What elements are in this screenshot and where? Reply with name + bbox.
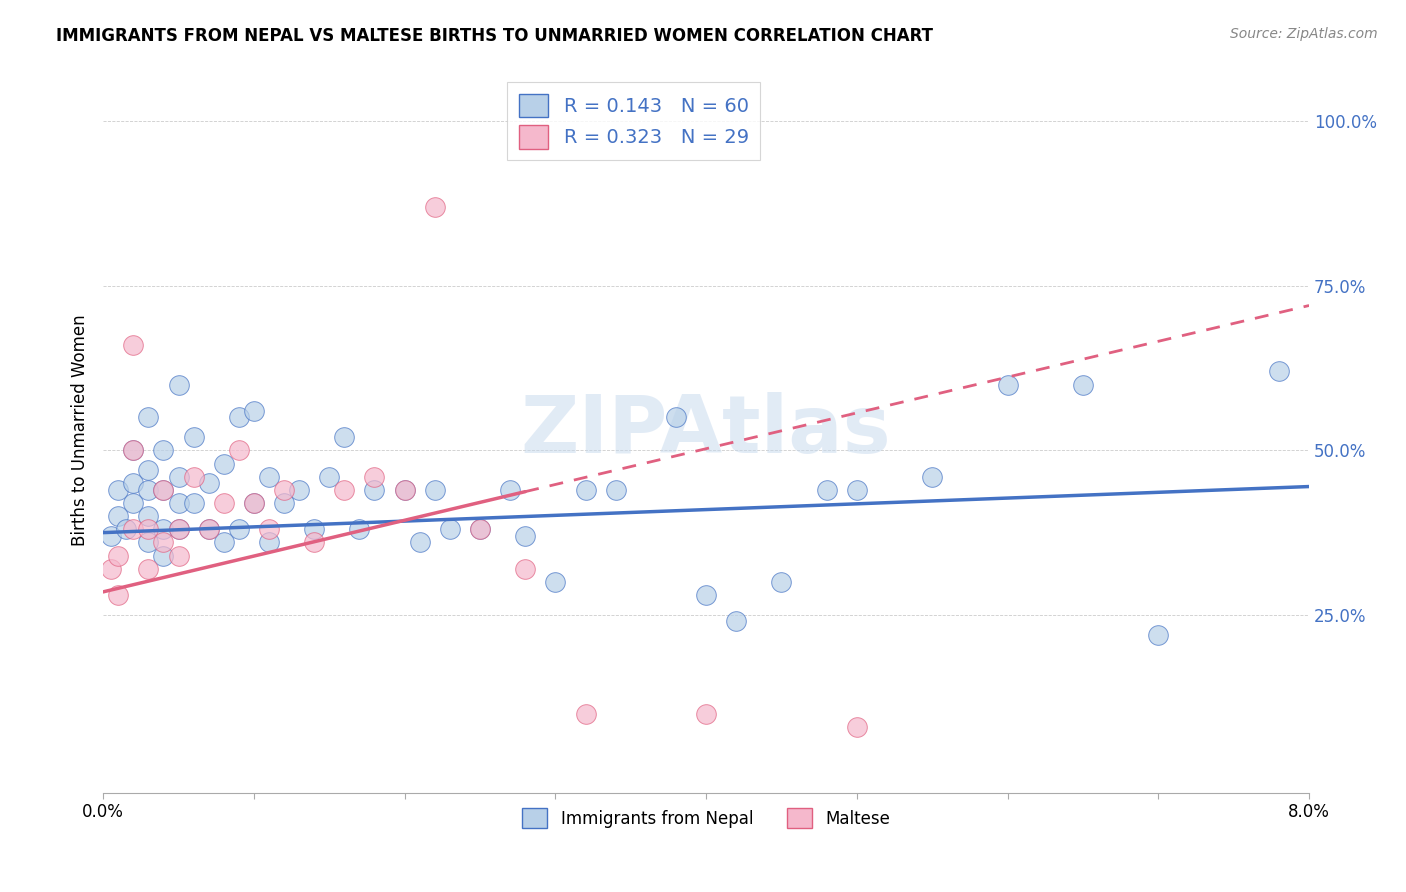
Point <box>152 483 174 497</box>
Point <box>257 469 280 483</box>
Point <box>725 615 748 629</box>
Point <box>515 529 537 543</box>
Point <box>138 410 160 425</box>
Point <box>1071 377 1094 392</box>
Point <box>138 463 160 477</box>
Point <box>122 443 145 458</box>
Point <box>423 200 446 214</box>
Point <box>439 522 461 536</box>
Point <box>197 522 219 536</box>
Point <box>212 496 235 510</box>
Point <box>183 469 205 483</box>
Point <box>167 549 190 563</box>
Point <box>349 522 371 536</box>
Point <box>152 483 174 497</box>
Point <box>167 522 190 536</box>
Text: ZIPAtlas: ZIPAtlas <box>520 392 891 469</box>
Point <box>243 404 266 418</box>
Point <box>273 483 295 497</box>
Point <box>122 338 145 352</box>
Point <box>167 496 190 510</box>
Point <box>605 483 627 497</box>
Point <box>122 496 145 510</box>
Point <box>138 562 160 576</box>
Point <box>152 522 174 536</box>
Point <box>499 483 522 497</box>
Point <box>288 483 311 497</box>
Point <box>167 522 190 536</box>
Point <box>333 483 356 497</box>
Point <box>122 443 145 458</box>
Point <box>152 535 174 549</box>
Y-axis label: Births to Unmarried Women: Births to Unmarried Women <box>72 315 89 547</box>
Point <box>197 522 219 536</box>
Point <box>468 522 491 536</box>
Point <box>515 562 537 576</box>
Point <box>1268 364 1291 378</box>
Point <box>695 588 717 602</box>
Point <box>243 496 266 510</box>
Point <box>318 469 340 483</box>
Point <box>107 549 129 563</box>
Legend: Immigrants from Nepal, Maltese: Immigrants from Nepal, Maltese <box>516 801 897 835</box>
Point <box>167 377 190 392</box>
Point <box>228 443 250 458</box>
Point <box>770 574 793 589</box>
Point <box>302 535 325 549</box>
Point <box>544 574 567 589</box>
Point <box>138 509 160 524</box>
Point <box>243 496 266 510</box>
Point <box>107 509 129 524</box>
Point <box>574 483 596 497</box>
Point <box>100 529 122 543</box>
Point <box>122 476 145 491</box>
Point <box>257 535 280 549</box>
Point <box>212 457 235 471</box>
Point <box>152 549 174 563</box>
Point <box>363 483 385 497</box>
Point <box>107 483 129 497</box>
Point <box>167 469 190 483</box>
Point <box>423 483 446 497</box>
Point <box>394 483 416 497</box>
Text: Source: ZipAtlas.com: Source: ZipAtlas.com <box>1230 27 1378 41</box>
Point <box>138 483 160 497</box>
Point <box>228 522 250 536</box>
Point <box>114 522 136 536</box>
Point <box>333 430 356 444</box>
Point <box>228 410 250 425</box>
Point <box>183 430 205 444</box>
Point <box>100 562 122 576</box>
Point <box>997 377 1019 392</box>
Text: IMMIGRANTS FROM NEPAL VS MALTESE BIRTHS TO UNMARRIED WOMEN CORRELATION CHART: IMMIGRANTS FROM NEPAL VS MALTESE BIRTHS … <box>56 27 934 45</box>
Point <box>363 469 385 483</box>
Point <box>408 535 430 549</box>
Point <box>665 410 688 425</box>
Point <box>302 522 325 536</box>
Point <box>845 720 868 734</box>
Point <box>197 476 219 491</box>
Point <box>815 483 838 497</box>
Point <box>138 522 160 536</box>
Point <box>845 483 868 497</box>
Point <box>257 522 280 536</box>
Point <box>468 522 491 536</box>
Point <box>394 483 416 497</box>
Point <box>107 588 129 602</box>
Point <box>212 535 235 549</box>
Point <box>122 522 145 536</box>
Point <box>574 706 596 721</box>
Point <box>183 496 205 510</box>
Point <box>921 469 943 483</box>
Point <box>1147 628 1170 642</box>
Point <box>273 496 295 510</box>
Point <box>695 706 717 721</box>
Point <box>138 535 160 549</box>
Point <box>152 443 174 458</box>
